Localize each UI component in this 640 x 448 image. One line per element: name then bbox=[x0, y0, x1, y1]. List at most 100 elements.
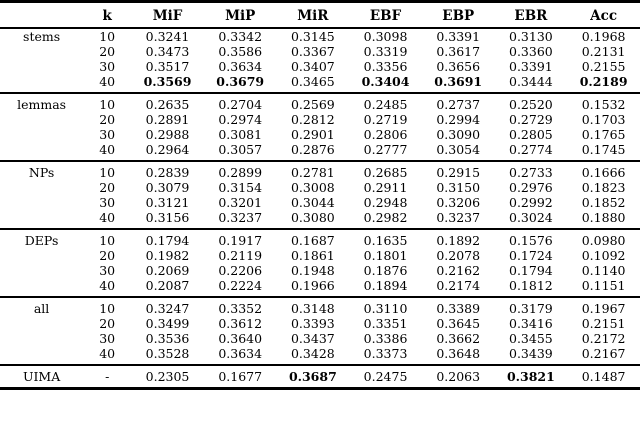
value-cell: 0.3612 bbox=[218, 316, 263, 331]
value-cell: 0.1794 bbox=[509, 263, 553, 278]
value-cell: 0.3386 bbox=[363, 331, 408, 346]
value-cell: 0.3428 bbox=[290, 346, 335, 361]
k-cell: 10 bbox=[83, 160, 132, 180]
value-cell: 0.1880 bbox=[581, 210, 626, 225]
value-cell: 0.0980 bbox=[567, 228, 640, 248]
k-cell: 20 bbox=[99, 112, 116, 127]
value-cell: 0.3179 bbox=[494, 296, 568, 316]
k-cell: 30 bbox=[99, 331, 116, 346]
value-cell: 0.2976 bbox=[509, 180, 553, 195]
value-cell: 0.2719 bbox=[363, 112, 408, 127]
value-cell: 0.2685 bbox=[349, 160, 422, 180]
table-row: stems 10 0.3241 0.3342 0.3145 0.3098 0.3391 0.3… bbox=[0, 28, 640, 44]
value-cell: 0.1894 bbox=[363, 278, 408, 293]
k-cell: 20 bbox=[99, 316, 116, 331]
value-cell: 0.2151 bbox=[581, 316, 626, 331]
value-cell: 0.2974 bbox=[218, 112, 263, 127]
table-row: 30 0.2069 0.2206 0.1948 0.1876 0.2162 0.1794 0.… bbox=[0, 263, 640, 278]
value-cell: 0.1948 bbox=[290, 263, 335, 278]
value-cell: 0.3342 bbox=[218, 29, 263, 44]
value-cell: 0.2167 bbox=[581, 346, 626, 361]
value-cell: 0.2119 bbox=[218, 248, 263, 263]
value-cell: 0.3617 bbox=[436, 44, 481, 59]
value-cell: 0.1794 bbox=[131, 228, 204, 248]
value-cell: 0.1666 bbox=[567, 160, 640, 180]
value-cell: 0.2635 bbox=[131, 92, 204, 112]
value-cell: 0.3391 bbox=[436, 29, 481, 44]
value-cell: 0.3455 bbox=[509, 331, 553, 346]
value-cell: 0.3662 bbox=[436, 331, 481, 346]
value-cell: 0.2774 bbox=[509, 142, 553, 157]
header-acc: Acc bbox=[567, 1, 640, 29]
table-row: 20 0.3499 0.3612 0.3393 0.3351 0.3645 0.3416 0.… bbox=[0, 316, 640, 331]
row-group-label: stems bbox=[23, 29, 61, 44]
value-cell: 0.1966 bbox=[290, 278, 335, 293]
value-cell: 0.2485 bbox=[349, 92, 422, 112]
value-cell: 0.3444 bbox=[509, 74, 553, 89]
value-cell: 0.2729 bbox=[509, 112, 553, 127]
value-cell: 0.2224 bbox=[218, 278, 263, 293]
value-cell: 0.2982 bbox=[363, 210, 408, 225]
value-cell: 0.3241 bbox=[145, 29, 190, 44]
value-cell: 0.3634 bbox=[218, 346, 263, 361]
row-group-label bbox=[0, 142, 83, 161]
value-cell: 0.2806 bbox=[363, 127, 408, 142]
value-cell: 0.3054 bbox=[436, 142, 481, 157]
row-group-label: UIMA bbox=[0, 364, 84, 389]
value-cell: 0.3437 bbox=[290, 331, 335, 346]
table-row: 30 0.3121 0.3201 0.3044 0.2948 0.3206 0.2992 0.… bbox=[0, 195, 640, 210]
header-mir: MiR bbox=[276, 1, 350, 29]
k-cell: 40 bbox=[99, 142, 116, 157]
value-cell: 0.2737 bbox=[421, 92, 495, 112]
value-cell: 0.1765 bbox=[581, 127, 626, 142]
value-cell: 0.3356 bbox=[363, 59, 408, 74]
value-cell: 0.3360 bbox=[509, 44, 553, 59]
value-cell: 0.2988 bbox=[145, 127, 190, 142]
value-cell: 0.3090 bbox=[436, 127, 481, 142]
k-cell: 40 bbox=[99, 278, 116, 293]
k-cell: 10 bbox=[83, 228, 132, 248]
value-cell: 0.2964 bbox=[145, 142, 190, 157]
value-cell: 0.3154 bbox=[218, 180, 263, 195]
value-cell: 0.3079 bbox=[145, 180, 190, 195]
value-cell: 0.1703 bbox=[581, 112, 626, 127]
value-cell: 0.2078 bbox=[436, 248, 481, 263]
table-row: 40 0.3569 0.3679 0.3465 0.3404 0.3691 0.3444 0.… bbox=[0, 74, 640, 93]
header-ebf: EBF bbox=[349, 1, 422, 29]
k-cell: 30 bbox=[99, 263, 116, 278]
row-group-label bbox=[0, 59, 83, 74]
value-cell: 0.2189 bbox=[579, 74, 628, 89]
table-row: 20 0.3473 0.3586 0.3367 0.3319 0.3617 0.3360 0.… bbox=[0, 44, 640, 59]
k-cell: 30 bbox=[99, 195, 116, 210]
value-cell: 0.2155 bbox=[581, 59, 626, 74]
table-row: DEPs 10 0.1794 0.1917 0.1687 0.1635 0.1892 0.15… bbox=[0, 228, 640, 248]
value-cell: 0.2948 bbox=[363, 195, 408, 210]
value-cell: 0.3373 bbox=[363, 346, 408, 361]
k-cell: 30 bbox=[99, 59, 116, 74]
value-cell: 0.3130 bbox=[509, 29, 553, 44]
table-row: 40 0.3528 0.3634 0.3428 0.3373 0.3648 0.3439 0.… bbox=[0, 346, 640, 365]
value-cell: 0.2069 bbox=[145, 263, 190, 278]
table-row: 20 0.2891 0.2974 0.2812 0.2719 0.2994 0.2729 0.… bbox=[0, 112, 640, 127]
value-cell: 0.3569 bbox=[143, 74, 192, 89]
row-group-label bbox=[0, 195, 83, 210]
value-cell: 0.3517 bbox=[145, 59, 190, 74]
row-group-label bbox=[0, 112, 83, 127]
value-cell: 0.1092 bbox=[581, 248, 626, 263]
value-cell: 0.3008 bbox=[290, 180, 335, 195]
value-cell: 0.2911 bbox=[363, 180, 408, 195]
value-cell: 0.2174 bbox=[436, 278, 481, 293]
value-cell: 0.3679 bbox=[216, 74, 265, 89]
table-row: 30 0.3536 0.3640 0.3437 0.3386 0.3662 0.3455 0.… bbox=[0, 331, 640, 346]
k-cell: 20 bbox=[99, 180, 116, 195]
value-cell: 0.2087 bbox=[145, 278, 190, 293]
table-row: lemmas 10 0.2635 0.2704 0.2569 0.2485 0.2737 0.… bbox=[0, 92, 640, 112]
row-group-label bbox=[0, 346, 83, 365]
row-group-label bbox=[0, 331, 83, 346]
value-cell: 0.1861 bbox=[290, 248, 335, 263]
header-ebr: EBR bbox=[494, 1, 568, 29]
row-group-label: NPs bbox=[0, 160, 84, 180]
table-row: 40 0.3156 0.3237 0.3080 0.2982 0.3237 0.3024 0.… bbox=[0, 210, 640, 229]
table-row: 30 0.2988 0.3081 0.2901 0.2806 0.3090 0.2805 0.… bbox=[0, 127, 640, 142]
value-cell: 0.3367 bbox=[290, 44, 335, 59]
